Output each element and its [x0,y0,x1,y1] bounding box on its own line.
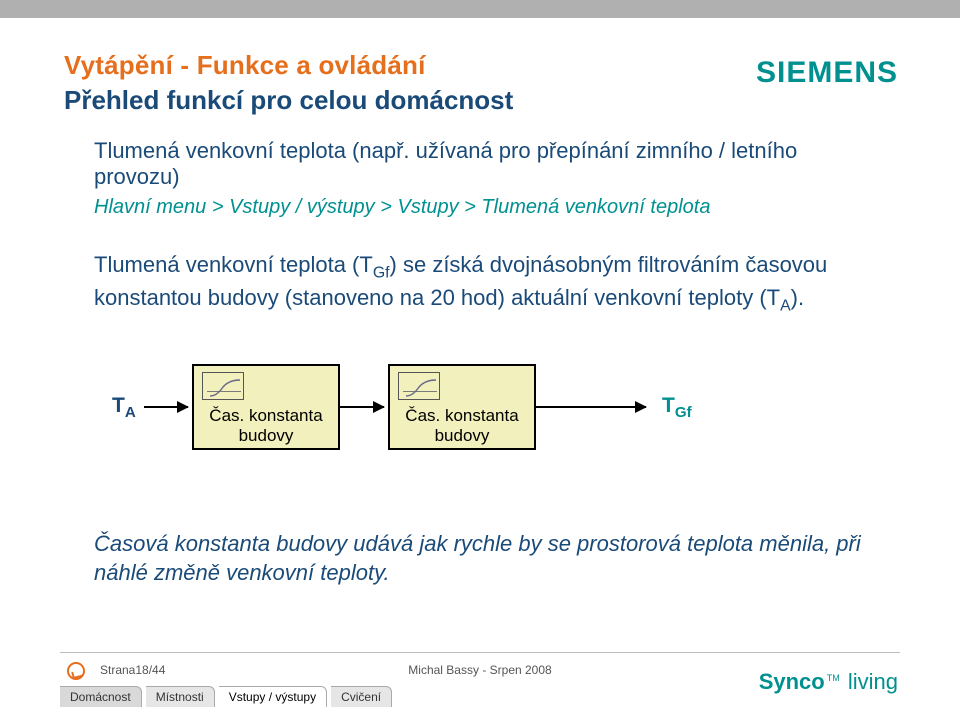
title-main: Vytápění - Funkce a ovládání [64,50,513,81]
filter1-line2: budovy [194,426,338,446]
mini-chart-icon-2 [398,372,440,400]
arrow-1 [144,406,188,408]
filter2-line2: budovy [390,426,534,446]
ta-sub: A [125,404,136,421]
title-sub: Přehled funkcí pro celou domácnost [64,85,513,116]
tgf-sub: Gf [675,404,692,421]
intro-line: Tlumená venkovní teplota (např. užívaná … [94,138,884,190]
synco-living: living [848,669,898,694]
bottom-paragraph: Časová konstanta budovy udává jak rychle… [94,530,884,587]
arrow-2 [340,406,384,408]
para-post: ). [791,285,804,310]
para-pre: Tlumená venkovní teplota (T [94,252,373,277]
filter-box-2: Čas. konstanta budovy [388,364,536,450]
ta-label: TA [112,394,136,421]
slide: Vytápění - Funkce a ovládání Přehled fun… [0,0,960,717]
arrow-3 [536,406,646,408]
synco-logo: SyncoTM living [759,669,898,695]
page-number: Strana18/44 [100,663,165,677]
flow-diagram: TA Čas. konstanta budovy Čas. konstanta … [94,360,814,480]
tab-mistnosti[interactable]: Místnosti [146,686,215,707]
nav-path: Hlavní menu > Vstupy / výstupy > Vstupy … [94,196,884,219]
tab-cviceni[interactable]: Cvičení [331,686,392,707]
top-bar [0,0,960,18]
main-paragraph: Tlumená venkovní teplota (TGf) se získá … [94,251,884,317]
brand-logo: SIEMENS [756,56,898,90]
synco-tm: TM [827,673,840,683]
content-block: Tlumená venkovní teplota (např. užívaná … [94,138,884,317]
filter1-line1: Čas. konstanta [194,406,338,426]
title-block: Vytápění - Funkce a ovládání Přehled fun… [64,50,513,116]
tgf-node: TGf [662,394,692,421]
curve-icon-2 [405,379,437,397]
author-info: Michal Bassy - Srpen 2008 [408,663,551,677]
filter-box-1: Čas. konstanta budovy [192,364,340,450]
footer-divider [60,652,900,653]
tab-bar: Domácnost Místnosti Vstupy / výstupy Cvi… [60,686,392,707]
ta-t: T [112,394,125,417]
tgf-t: T [662,394,675,417]
mini-chart-icon [202,372,244,400]
para-sub1: Gf [373,264,390,281]
filter2-line1: Čas. konstanta [390,406,534,426]
curve-icon [209,379,241,397]
clock-icon [67,662,85,680]
para-sub2: A [780,297,791,314]
tab-domacnost[interactable]: Domácnost [60,686,142,707]
tab-vstupy-vystupy[interactable]: Vstupy / výstupy [219,686,327,707]
synco-bold: Synco [759,669,825,694]
ta-node: TA [112,394,136,421]
tgf-label: TGf [662,394,692,421]
